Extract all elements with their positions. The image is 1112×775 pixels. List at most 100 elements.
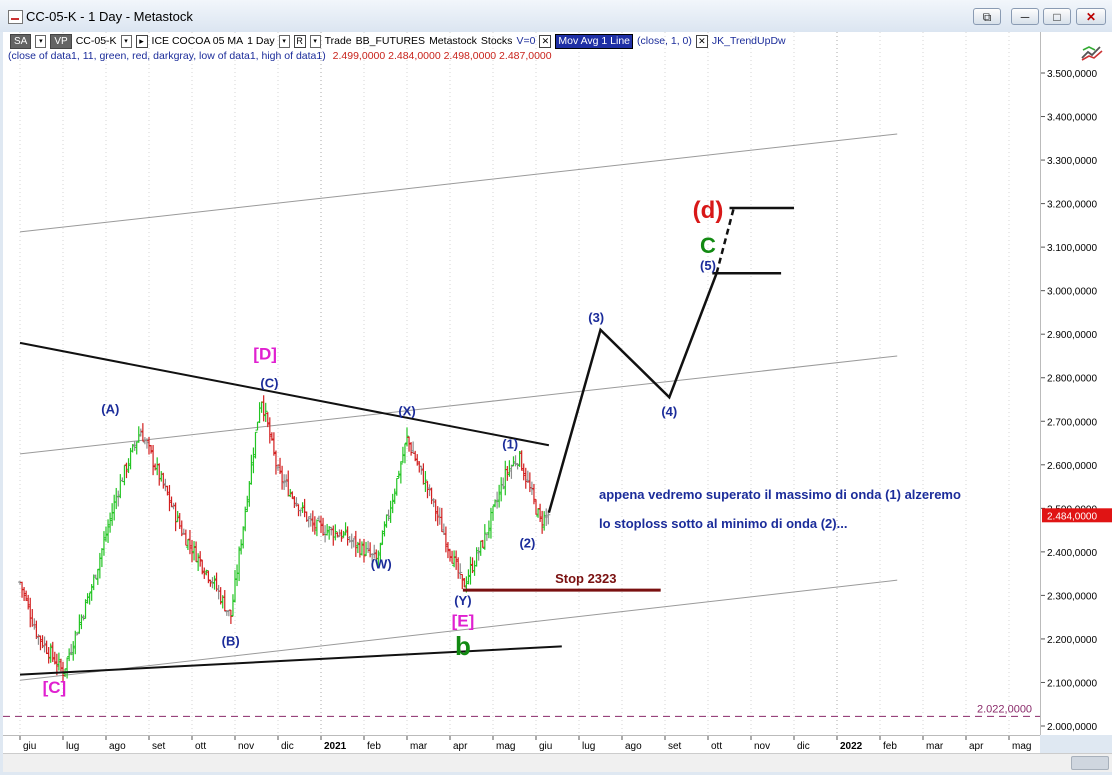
y-tick-label: 2.400,0000	[1047, 548, 1097, 559]
price-bar	[409, 442, 414, 456]
study-label[interactable]: JK_TrendUpDw	[711, 35, 786, 47]
plot-area[interactable]: Stop 2323 [C] (A) (B) [D] (C) (W) (X) (Y) [E] b (1)…	[3, 32, 1040, 735]
price-bar	[261, 395, 266, 422]
price-bar	[325, 523, 330, 536]
indicator-label[interactable]: Mov Avg 1 Line	[555, 33, 634, 49]
reference-level-label: 2.022,0000	[977, 703, 1032, 715]
price-bar	[79, 614, 84, 630]
wave-label: [C]	[43, 678, 67, 697]
price-bar	[183, 529, 188, 546]
title-bar[interactable]: CC-05-K - 1 Day - Metastock ⧉ ─ □ ✕	[0, 0, 1112, 32]
price-bar	[267, 417, 272, 444]
price-bar	[443, 526, 448, 553]
scrollbar-thumb[interactable]	[1071, 756, 1109, 770]
price-bar	[106, 519, 111, 543]
price-bar	[149, 445, 154, 454]
price-bar	[382, 521, 387, 537]
price-bar	[345, 526, 350, 546]
wave-label: (A)	[101, 401, 119, 416]
y-axis-panel[interactable]: 3.500,0000 3.400,0000 3.300,0000 3.200,0000…	[1040, 32, 1112, 735]
provider-label: Metastock	[429, 35, 477, 47]
r-dropdown-icon[interactable]: ▾	[309, 34, 321, 48]
price-bar	[312, 516, 317, 535]
x-tick-label: nov	[238, 741, 254, 752]
x-tick-label: ago	[625, 741, 642, 752]
y-tick-label: 2.300,0000	[1047, 591, 1097, 602]
symbol-play-icon[interactable]: ▸	[135, 34, 148, 48]
price-bar	[75, 632, 80, 636]
chart-app-icon	[8, 10, 23, 24]
price-bar	[185, 539, 190, 550]
volume-close-icon[interactable]: ✕	[539, 34, 552, 48]
price-bar	[263, 402, 268, 422]
study-info-line: (close of data1, 11, green, red, darkgra…	[8, 50, 552, 62]
price-bar	[153, 463, 158, 471]
price-bar	[505, 466, 510, 481]
restore-chart-button[interactable]: ⧉	[973, 8, 1001, 25]
price-bar	[476, 547, 481, 561]
price-bar	[511, 456, 516, 467]
price-bar	[351, 537, 356, 548]
price-bar	[192, 541, 197, 561]
drawing-tools-icon[interactable]	[1080, 44, 1104, 62]
wave-label: (5)	[700, 258, 716, 273]
price-bar	[353, 530, 358, 557]
wave-projection-dashed	[715, 207, 736, 274]
horizontal-scrollbar[interactable]	[3, 753, 1112, 772]
price-bar	[503, 460, 508, 496]
price-bar	[456, 557, 461, 579]
chart-toolbar: SA ▾ VP CC-05-K ▾ ▸ ICE COCOA 05 MA 1 Da…	[10, 33, 786, 49]
wave-projection-line	[547, 272, 718, 514]
wave-label: [D]	[253, 344, 277, 363]
price-bar	[411, 441, 416, 454]
x-tick-label: lug	[66, 741, 79, 752]
wave-label: (d)	[693, 197, 724, 224]
wave-label: (2)	[519, 536, 535, 551]
price-bar	[425, 481, 430, 499]
x-axis-panel[interactable]: giu lug ago set ott nov dic 2021 feb mar apr mag giu…	[3, 735, 1040, 753]
price-bar	[423, 471, 428, 492]
price-bar	[196, 553, 201, 571]
price-bar	[362, 538, 366, 563]
price-bar	[495, 491, 500, 509]
minimize-button[interactable]: ─	[1011, 8, 1039, 25]
r-button-icon[interactable]: R	[293, 34, 306, 48]
price-bar	[173, 502, 178, 532]
maximize-button[interactable]: □	[1043, 8, 1071, 25]
price-bar	[431, 498, 436, 508]
price-bar	[255, 421, 260, 431]
wave-label: (B)	[222, 633, 240, 648]
price-bar	[155, 457, 160, 476]
price-bar	[151, 445, 156, 476]
study-values: 2.499,0000 2.484,0000 2.498,0000 2.487,0…	[332, 50, 552, 62]
price-bar	[445, 542, 450, 559]
price-bar	[110, 503, 115, 526]
price-bar	[230, 594, 235, 617]
indicator-close-icon[interactable]: ✕	[695, 34, 708, 48]
interval-label: 1 Day	[247, 35, 275, 47]
price-bar	[349, 533, 354, 549]
price-bar	[327, 526, 332, 540]
price-bar	[398, 461, 403, 484]
feed-label: BB_FUTURES	[355, 35, 426, 47]
wave-label: b	[455, 631, 471, 661]
x-tick-label: set	[668, 741, 682, 752]
price-bar	[333, 524, 338, 541]
price-bar	[206, 570, 211, 584]
price-bar	[28, 597, 33, 628]
price-bar	[310, 510, 315, 532]
symbol-dropdown-icon[interactable]: ▾	[120, 34, 132, 48]
price-bar	[359, 541, 364, 556]
vp-button[interactable]: VP	[50, 33, 72, 49]
price-bar	[521, 463, 526, 481]
x-tick-label: ago	[109, 741, 126, 752]
close-button[interactable]: ✕	[1076, 8, 1106, 25]
price-bar	[235, 564, 240, 587]
price-bar	[486, 520, 491, 539]
wave-label: (C)	[260, 376, 278, 391]
interval-dropdown-icon[interactable]: ▾	[278, 34, 290, 48]
price-chart[interactable]: Stop 2323 [C] (A) (B) [D] (C) (W) (X) (Y) [E]b (1)…	[3, 32, 1040, 735]
x-tick-label: apr	[969, 741, 984, 752]
sa-dropdown-icon[interactable]: ▾	[35, 34, 47, 48]
sa-button[interactable]: SA	[10, 33, 32, 49]
